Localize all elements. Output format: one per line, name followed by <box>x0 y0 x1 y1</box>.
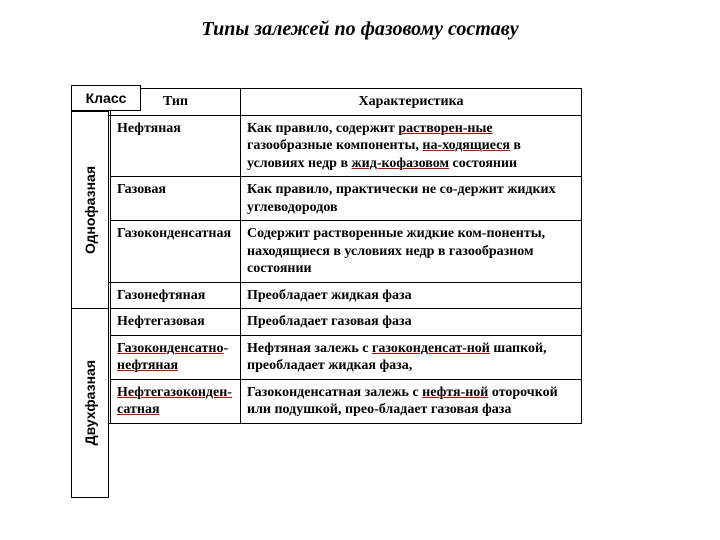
txt: Как правило, содержит <box>247 121 398 136</box>
type-cell: Газоконденсатно- нефтяная <box>111 335 241 379</box>
char-cell: Преобладает газовая фаза <box>241 309 582 336</box>
txt: раство­рен-ные <box>398 121 492 136</box>
char-cell: Как правило, практически не со-держит жи… <box>241 177 582 221</box>
page-title: Типы залежей по фазовому составу <box>0 18 720 41</box>
txt: Нефтегазоконден-сатная <box>117 385 232 418</box>
class-box-single: Однофазная <box>71 111 109 309</box>
table-row: Нефтегазовая Преобладает газовая фаза <box>77 309 582 336</box>
type-cell: Нефтегазоконден-сатная <box>111 379 241 423</box>
class-label-single: Однофазная <box>82 166 98 254</box>
txt: газообразные компоненты, <box>247 138 422 153</box>
txt: Нефтяная залежь с <box>247 341 372 356</box>
table-row: Газовая Как правило, практически не со-д… <box>77 177 582 221</box>
char-cell: Содержит растворенные жидкие ком-поненты… <box>241 221 582 283</box>
type-cell: Газовая <box>111 177 241 221</box>
txt: - <box>224 341 229 356</box>
table-container: Класс Однофазная Двухфазная Тип Характер… <box>76 88 581 424</box>
type-cell: Газоконденсатная <box>111 221 241 283</box>
table-header-row: Тип Характеристика <box>77 89 582 116</box>
type-cell: Нефтяная <box>111 115 241 177</box>
class-label-double: Двухфазная <box>82 360 98 445</box>
type-cell: Нефтегазовая <box>111 309 241 336</box>
char-cell: Нефтяная залежь с газоконденсат-ной шапк… <box>241 335 582 379</box>
table-row: Нефтяная Как правило, содержит раство­ре… <box>77 115 582 177</box>
txt: жид-кофазовом <box>352 156 449 171</box>
txt: нефтя-ной <box>422 385 488 400</box>
txt: Газоконденсатно <box>117 341 224 356</box>
table-row: Газоконденсатная Содержит растворенные ж… <box>77 221 582 283</box>
txt: состоянии <box>449 156 517 171</box>
txt: газоконденсат-ной <box>372 341 490 356</box>
char-cell: Преобладает жидкая фаза <box>241 282 582 309</box>
table-row: Газоконденсатно- нефтяная Нефтяная залежь… <box>77 335 582 379</box>
th-char: Характеристика <box>241 89 582 116</box>
table-row: Газонефтяная Преобладает жидкая фаза <box>77 282 582 309</box>
types-table: Тип Характеристика Нефтяная Как правило,… <box>76 88 582 424</box>
type-cell: Газонефтяная <box>111 282 241 309</box>
txt: на-ходящиеся <box>422 138 510 153</box>
class-header: Класс <box>71 85 141 111</box>
char-cell: Как правило, содержит раство­рен-ные газ… <box>241 115 582 177</box>
txt: Газоконденсатная залежь с <box>247 385 422 400</box>
class-box-double: Двухфазная <box>71 308 109 498</box>
char-cell: Газоконденсатная залежь с нефтя-ной отор… <box>241 379 582 423</box>
txt: нефтяная <box>117 358 178 373</box>
table-row: Нефтегазоконден-сатная Газоконденсатная … <box>77 379 582 423</box>
